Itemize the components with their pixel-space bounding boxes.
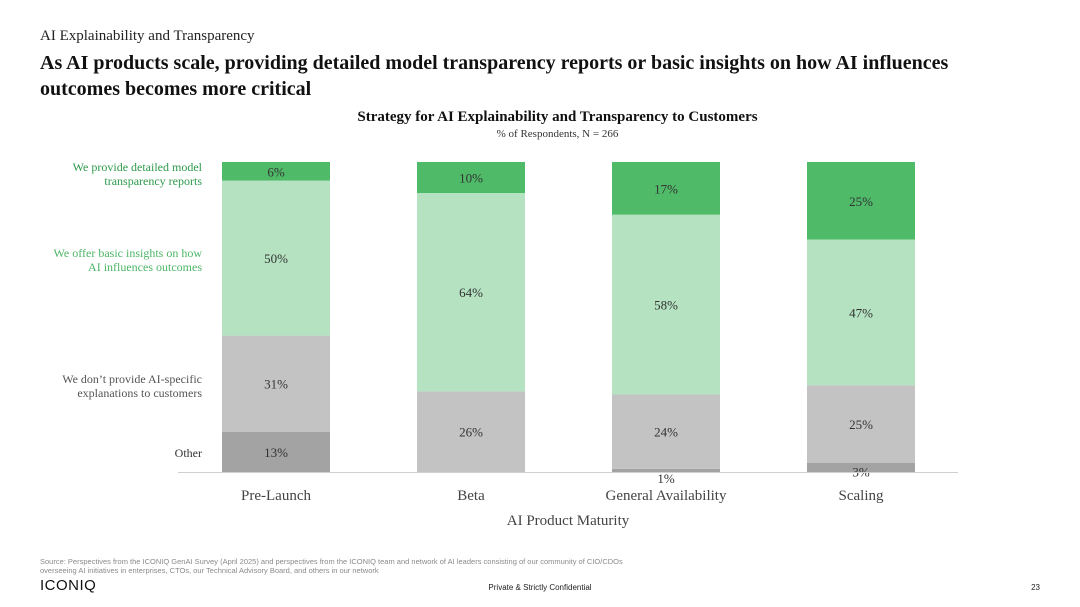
bar-segment — [807, 239, 915, 386]
bar-segment — [222, 180, 330, 336]
data-label: 58% — [654, 298, 678, 313]
category-label: Beta — [457, 488, 485, 504]
source-note: Source: Perspectives from the ICONIQ Gen… — [40, 557, 623, 575]
bar-segment — [222, 335, 330, 432]
legend-label-detailed-reports: We provide detailed model transparency r… — [72, 160, 202, 188]
data-label: 13% — [264, 445, 288, 460]
bar-segment — [612, 394, 720, 469]
bar-segment — [222, 162, 330, 181]
chart-title: Strategy for AI Explainability and Trans… — [357, 109, 758, 125]
bar-segment — [417, 193, 525, 392]
bar-segment — [222, 431, 330, 472]
chart-subtitle: % of Respondents, N = 266 — [496, 128, 619, 140]
iconiq-logo: ICONIQ — [40, 577, 97, 594]
stacked-bar-chart: 13% 31% 50% 6% Pre-Launch 26% 64% 10% Beta 1% 24% 5… — [178, 162, 958, 529]
section-eyebrow: AI Explainability and Transparency — [40, 28, 255, 44]
data-label: 31% — [264, 377, 288, 392]
data-label: 64% — [459, 285, 483, 300]
data-label: 47% — [849, 305, 873, 320]
bar-segment — [417, 162, 525, 193]
data-label: 6% — [267, 164, 285, 179]
data-label: 25% — [849, 417, 873, 432]
data-label: 24% — [654, 425, 678, 440]
data-label: 10% — [459, 171, 483, 186]
data-label: 50% — [264, 251, 288, 266]
bar-segment — [612, 468, 720, 472]
bar-segment — [417, 391, 525, 472]
data-label: 25% — [849, 194, 873, 209]
data-label: 1% — [657, 471, 675, 486]
bar-segment — [807, 462, 915, 472]
x-axis-title: AI Product Maturity — [507, 513, 630, 529]
page-number: 23 — [1031, 583, 1040, 592]
data-label: 26% — [459, 425, 483, 440]
category-label: General Availability — [606, 488, 727, 504]
category-label: Pre-Launch — [241, 488, 311, 504]
legend-label-no-explanations: We don’t provide AI-specific explanation… — [62, 372, 202, 400]
confidential-note: Private & Strictly Confidential — [488, 583, 592, 592]
category-label: Scaling — [839, 488, 884, 504]
page-headline: As AI products scale, providing detailed… — [40, 52, 949, 100]
legend-label-other: Other — [174, 446, 202, 460]
legend-label-basic-insights: We offer basic insights on how AI influe… — [53, 246, 202, 274]
bar-segment — [612, 162, 720, 215]
bar-segment — [612, 214, 720, 395]
bar-segment — [807, 162, 915, 240]
data-label: 17% — [654, 181, 678, 196]
bar-segment — [807, 385, 915, 463]
